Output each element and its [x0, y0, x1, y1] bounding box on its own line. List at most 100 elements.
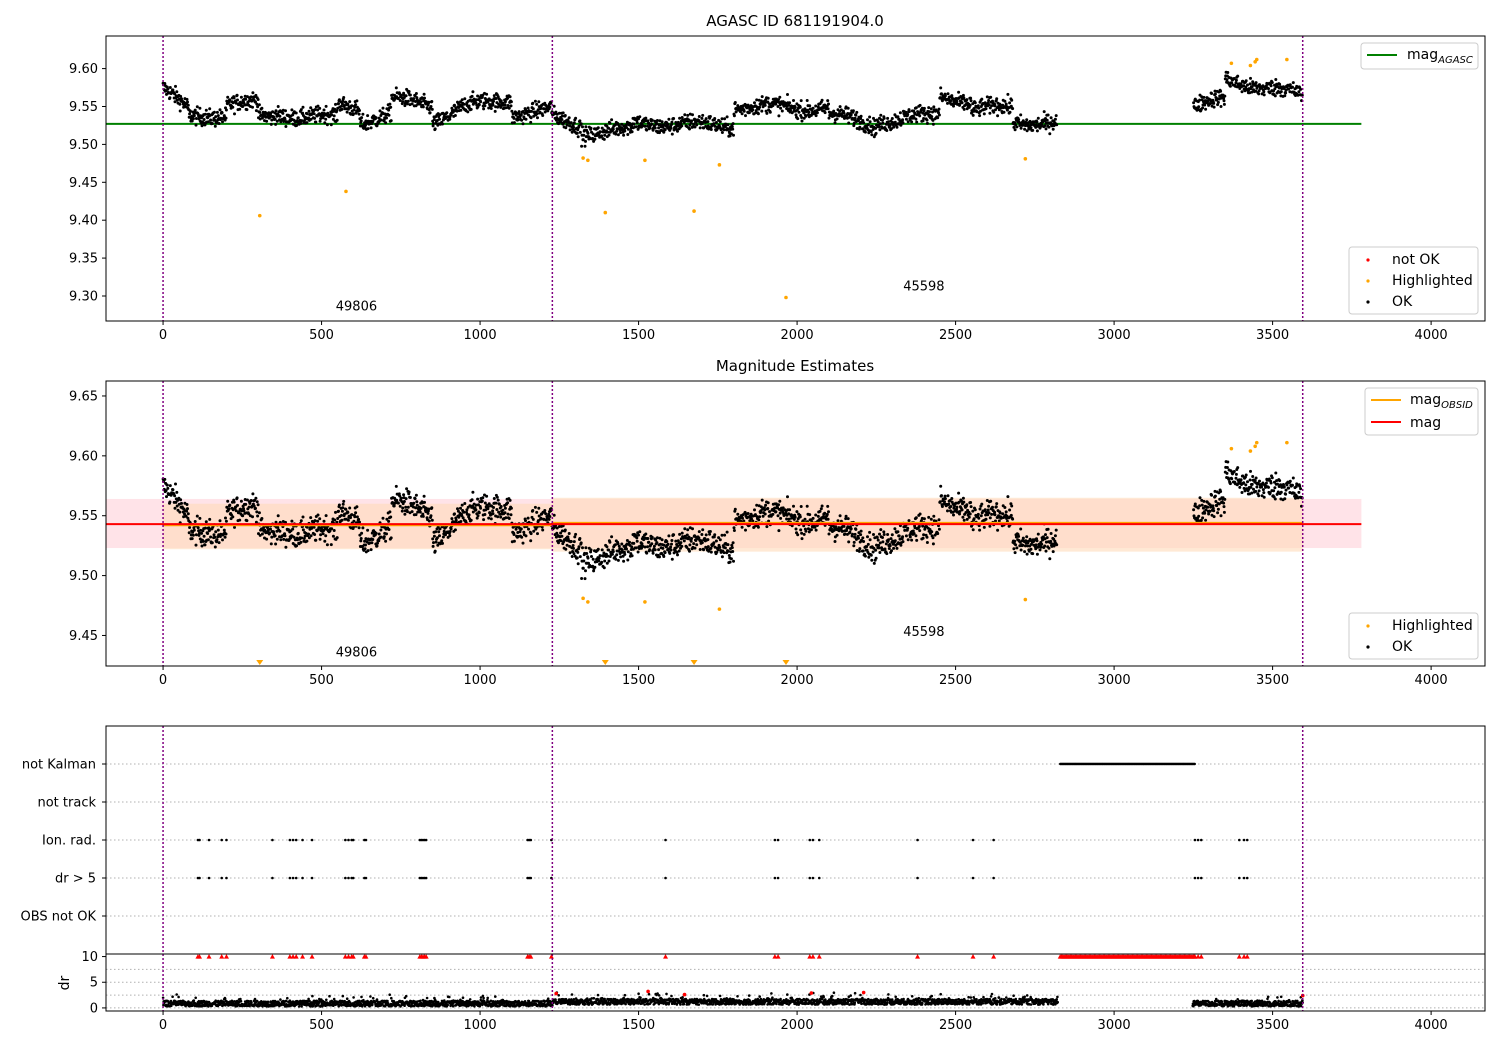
x-tick-label: 2500	[939, 673, 972, 688]
ok-point	[389, 105, 393, 109]
ok-point	[695, 123, 699, 127]
ok-point	[1031, 552, 1035, 556]
ok-point	[591, 132, 595, 136]
ok-point	[866, 118, 869, 122]
ok-point	[744, 114, 747, 118]
ok-point	[566, 535, 570, 539]
ok-point	[309, 516, 313, 520]
ok-point	[623, 129, 627, 133]
ok-point	[496, 498, 500, 502]
ok-point	[165, 495, 168, 499]
highlighted-point	[344, 189, 348, 194]
ok-point	[440, 539, 444, 543]
ok-point	[1213, 494, 1217, 498]
ok-point	[301, 528, 305, 532]
ok-point	[995, 502, 999, 506]
ok-point	[682, 539, 686, 543]
ok-point	[459, 506, 462, 510]
ok-point	[178, 510, 182, 514]
ok-point	[1223, 497, 1227, 501]
ok-point	[709, 128, 713, 131]
ok-point	[851, 109, 855, 113]
ok-point	[896, 530, 900, 534]
ok-point	[271, 110, 275, 114]
ok-point	[492, 99, 495, 103]
ok-point	[361, 526, 365, 530]
ok-point	[398, 99, 402, 102]
ok-point	[1021, 123, 1025, 127]
ok-point	[1212, 509, 1216, 513]
ok-point	[1240, 491, 1244, 494]
ok-point	[764, 109, 768, 113]
ok-point	[560, 534, 564, 538]
ok-point	[1209, 505, 1213, 509]
x-tick-label: 1000	[464, 673, 497, 688]
ok-point	[520, 118, 524, 122]
ok-point	[584, 569, 587, 573]
ok-point	[533, 99, 537, 103]
ok-point	[906, 538, 910, 542]
ok-point	[874, 126, 878, 130]
ok-point	[256, 514, 260, 518]
ok-point	[1222, 501, 1226, 505]
ok-point	[561, 111, 565, 115]
ok-point	[318, 106, 322, 110]
ok-point	[260, 106, 264, 110]
ok-point	[432, 118, 436, 121]
ok-point	[203, 112, 207, 116]
ok-point	[800, 537, 804, 541]
ok-point	[480, 499, 484, 503]
ok-point	[1248, 82, 1252, 86]
ok-point	[578, 130, 582, 134]
ok-point	[927, 106, 931, 110]
ok-point	[499, 515, 503, 519]
ok-point	[1013, 128, 1017, 132]
ok-point	[296, 116, 300, 120]
ok-point	[985, 499, 989, 502]
ok-point	[713, 117, 717, 120]
ok-point	[1273, 486, 1277, 490]
ok-point	[670, 123, 673, 126]
ok-point	[1001, 512, 1005, 516]
ok-point	[220, 111, 224, 115]
ok-point	[474, 101, 478, 105]
ok-point	[862, 121, 866, 125]
ok-point	[450, 517, 454, 521]
ok-point	[969, 505, 973, 509]
ok-point	[335, 520, 339, 524]
ok-point	[350, 104, 354, 108]
ok-point	[256, 105, 260, 109]
ok-point	[878, 128, 882, 132]
ok-point	[1229, 469, 1233, 473]
ok-point	[677, 549, 681, 553]
ok-point	[471, 90, 475, 94]
highlighted-point	[717, 607, 722, 611]
ok-point	[768, 110, 772, 114]
ok-point	[857, 536, 860, 540]
ok-point	[346, 510, 350, 514]
ok-point	[1040, 542, 1044, 546]
ok-point	[988, 106, 992, 110]
ok-point	[787, 517, 791, 521]
ok-point	[771, 104, 775, 108]
ok-point	[717, 536, 721, 540]
ok-point	[635, 121, 639, 125]
ok-point	[1204, 508, 1208, 512]
ok-point	[969, 96, 973, 100]
ok-point	[1249, 469, 1252, 473]
ok-point	[1267, 87, 1270, 91]
ok-point	[186, 507, 189, 511]
ok-point	[1011, 517, 1015, 521]
ok-point	[715, 550, 719, 554]
ok-point	[352, 519, 356, 523]
ok-point	[918, 512, 922, 516]
ok-point	[620, 548, 624, 552]
ok-point	[814, 104, 818, 108]
ok-point	[630, 545, 634, 549]
ok-point	[725, 530, 729, 534]
ok-point	[449, 527, 453, 531]
agasc-legend-top: magAGASC	[1360, 42, 1479, 70]
ok-point	[697, 536, 701, 540]
ok-point	[862, 540, 866, 543]
ok-point	[1025, 535, 1029, 539]
